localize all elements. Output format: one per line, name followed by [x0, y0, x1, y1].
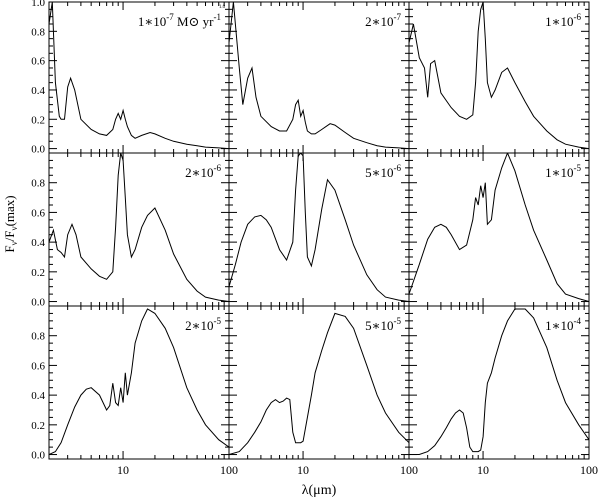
y-axis-label: Fν/Fν(max)	[2, 195, 19, 252]
y-tick-label: 0.0	[31, 144, 45, 156]
panel-5: 5∗10-6	[228, 152, 410, 307]
y-tick-label: 0.6	[31, 207, 45, 219]
y-tick-label: 0.2	[31, 420, 45, 432]
y-tick-label: 0.4	[31, 85, 45, 97]
panel-6: 1∗10-5	[408, 152, 590, 307]
panel-label: 1∗10-6	[545, 12, 581, 29]
series-line	[229, 312, 409, 455]
y-tick-label: 0.2	[31, 267, 45, 279]
x-tick-label: 10	[117, 463, 129, 477]
x-tick-label: 10	[297, 463, 309, 477]
panel-label: 1∗10-4	[545, 316, 581, 333]
y-tick-label: 0.8	[31, 26, 45, 38]
panel-label: 2∗10-7	[365, 12, 401, 29]
panel-label: 5∗10-5	[365, 316, 401, 333]
series-line	[49, 2, 229, 150]
x-tick-label: 100	[400, 463, 418, 477]
series-line	[49, 153, 229, 302]
panel-3: 1∗10-6	[408, 1, 590, 154]
x-tick-label: 10	[477, 463, 489, 477]
series-line	[409, 2, 589, 150]
series-line	[49, 308, 229, 455]
x-tick-label: 100	[220, 463, 238, 477]
series-line	[409, 153, 589, 302]
series-line	[409, 308, 589, 455]
series-line	[229, 153, 409, 302]
x-axis-label: λ(μm)	[302, 483, 337, 498]
panel-8: 10 100 5∗10-5	[228, 305, 418, 477]
panel-label: 5∗10-6	[365, 163, 401, 180]
panels-group: 1.0 0.8 0.6 0.4 0.2 0.0 1∗10-7 M⊙ yr-1 2∗10-7 1∗…	[31, 0, 598, 477]
series-line	[229, 2, 409, 150]
panel-frame	[408, 305, 590, 460]
y-tick-label: 0.6	[31, 56, 45, 68]
panel-label: 2∗10-6	[185, 163, 221, 180]
y-tick-label: 0.2	[31, 114, 45, 126]
panel-7: 0.8 0.6 0.4 0.2 0.0 10 100 2∗10-5	[31, 305, 238, 477]
panel-label: 2∗10-5	[185, 316, 221, 333]
y-tick-label: 0.8	[31, 178, 45, 190]
y-tick-label: 0.6	[31, 360, 45, 372]
y-tick-label: 1.0	[31, 0, 45, 9]
x-tick-label: 100	[580, 463, 598, 477]
panel-label: 1∗10-5	[545, 163, 581, 180]
y-tick-label: 0.4	[31, 390, 45, 402]
panel-9: 10 100 1∗10-4	[408, 305, 598, 477]
panel-1: 1.0 0.8 0.6 0.4 0.2 0.0 1∗10-7 M⊙ yr-1	[31, 0, 230, 156]
y-tick-label: 0.0	[31, 450, 45, 462]
y-tick-label: 0.0	[31, 297, 45, 309]
panel-label: 1∗10-7 M⊙ yr-1	[138, 12, 221, 29]
y-tick-label: 0.4	[31, 237, 45, 249]
corner-tick-label: 1.0	[219, 5, 226, 10]
panel-2: 2∗10-7	[228, 1, 410, 154]
panel-4: 0.8 0.6 0.4 0.2 0.0 2∗10-6	[31, 152, 230, 309]
y-tick-label: 0.8	[31, 331, 45, 343]
